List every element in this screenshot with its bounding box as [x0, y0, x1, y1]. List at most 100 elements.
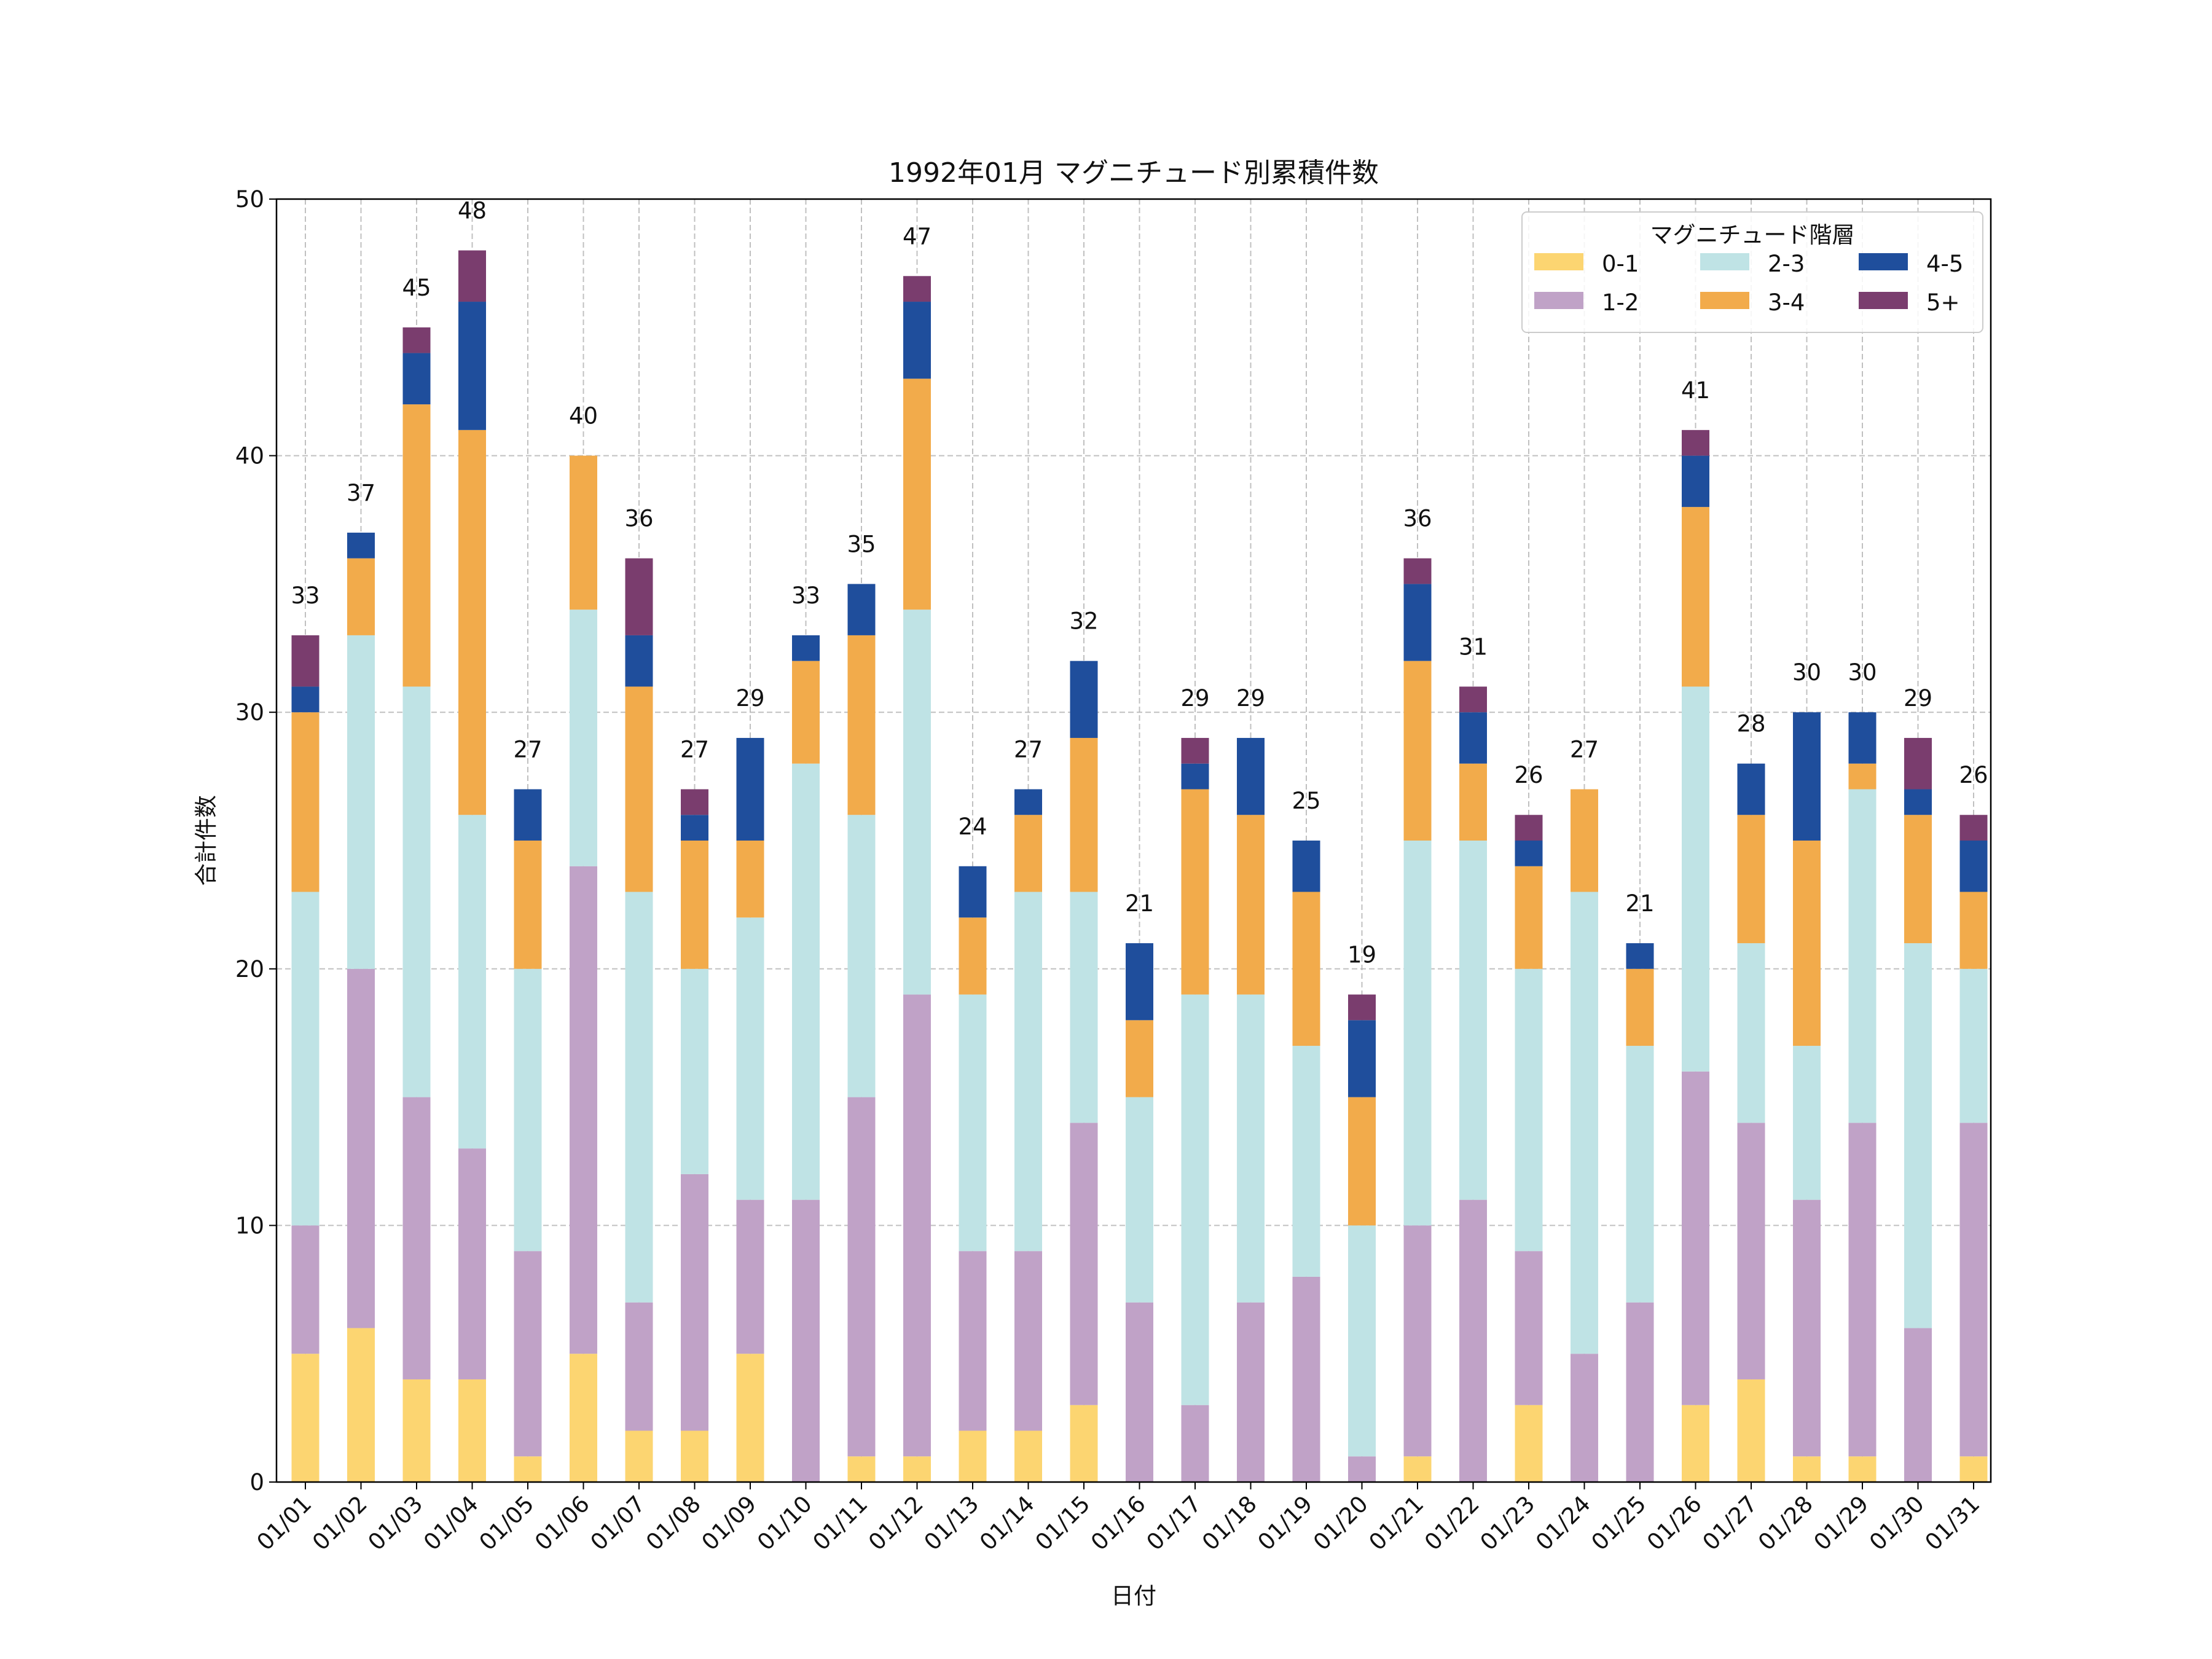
bar-segment [1403, 558, 1432, 584]
bar-segment [402, 327, 431, 353]
bar-total-label: 21 [1125, 890, 1154, 917]
x-tick-label: 01/28 [1753, 1491, 1818, 1556]
bar-segment [514, 789, 542, 841]
bar-segment [514, 841, 542, 969]
bar-segment [1237, 737, 1265, 815]
bar-total-label: 47 [903, 223, 931, 249]
x-tick-label: 01/04 [418, 1491, 484, 1556]
bar-segment [1515, 1251, 1543, 1405]
x-tick-label: 01/25 [1586, 1491, 1652, 1556]
x-tick-label: 01/08 [641, 1491, 706, 1556]
bar-segment [959, 1430, 987, 1482]
legend-label: 2-3 [1768, 251, 1805, 277]
bar-segment [1571, 1354, 1598, 1482]
bar-total-label: 40 [569, 403, 598, 429]
bar-segment [903, 610, 931, 995]
bar-segment [1904, 737, 1932, 790]
bar-segment [625, 686, 653, 892]
bar-segment [347, 558, 375, 635]
bar-segment [847, 1456, 876, 1482]
bar-segment [1793, 1046, 1821, 1200]
bar-total-label: 27 [680, 736, 709, 763]
bar-segment [1848, 789, 1877, 1123]
bar-total-label: 41 [1681, 377, 1710, 404]
bar-segment [1403, 1225, 1432, 1457]
bar-total-label: 28 [1736, 711, 1765, 737]
bar-segment [1459, 712, 1487, 764]
bar-segment [1126, 943, 1153, 1021]
legend-label: 5+ [1926, 289, 1960, 316]
bar-segment [458, 302, 486, 430]
bar-segment [1237, 1302, 1265, 1482]
bar-segment [1848, 1123, 1877, 1457]
bar-segment [458, 1379, 486, 1482]
bar-segment [291, 892, 320, 1226]
bar-segment [847, 584, 876, 635]
bar-segment [1959, 968, 1988, 1123]
bar-segment [903, 994, 931, 1457]
x-tick-label: 01/19 [1253, 1491, 1318, 1556]
bar-total-label: 32 [1069, 608, 1098, 635]
bar-segment [570, 610, 597, 866]
bar-segment [514, 1251, 542, 1457]
bar-segment [1626, 1302, 1654, 1482]
y-tick-label: 40 [235, 443, 264, 469]
bar-segment [1793, 841, 1821, 1046]
bar-total-label: 33 [791, 582, 820, 609]
bar-segment [1682, 455, 1709, 508]
bar-total-label: 36 [624, 506, 653, 532]
bar-segment [1959, 1456, 1988, 1482]
bar-segment [1014, 1430, 1042, 1482]
bar-total-label: 29 [1904, 685, 1932, 712]
bar-segment [1292, 1046, 1320, 1277]
bar-segment [1126, 1097, 1153, 1303]
legend-label: 3-4 [1768, 289, 1805, 316]
bar-total-label: 33 [291, 582, 320, 609]
bar-segment [792, 1199, 820, 1482]
bar-segment [681, 815, 708, 841]
bar-segment [1737, 1379, 1765, 1482]
bar-segment [1737, 763, 1765, 815]
bar-segment [681, 1174, 708, 1431]
bar-segment [1181, 737, 1209, 764]
y-axis-title: 合計件数 [193, 795, 219, 886]
bar-segment [1070, 737, 1098, 892]
bar-segment [570, 455, 597, 610]
bar-segment [681, 1430, 708, 1482]
bar-total-label: 29 [1180, 685, 1209, 712]
bar-segment [347, 532, 375, 559]
bar-segment [1904, 789, 1932, 815]
x-tick-label: 01/06 [530, 1491, 595, 1556]
bar-total-label: 29 [1236, 685, 1265, 712]
x-tick-label: 01/30 [1864, 1491, 1929, 1556]
bar-segment [1459, 686, 1487, 713]
bar-segment [1070, 892, 1098, 1123]
bar-segment [1014, 815, 1042, 892]
x-tick-label: 01/02 [307, 1491, 372, 1556]
bar-segment [402, 353, 431, 405]
bar-segment [458, 815, 486, 1149]
bar-segment [959, 994, 987, 1252]
bar-total-label: 21 [1625, 890, 1654, 917]
bar-segment [1626, 1046, 1654, 1303]
bar-segment [1682, 1071, 1709, 1405]
bar-segment [1626, 968, 1654, 1046]
x-tick-label: 01/01 [252, 1491, 317, 1556]
bar-total-label: 36 [1403, 506, 1432, 532]
bar-total-label: 30 [1848, 659, 1877, 686]
y-tick-label: 30 [235, 699, 264, 726]
bar-segment [1682, 686, 1709, 1072]
x-tick-label: 01/27 [1698, 1491, 1763, 1556]
bar-segment [1571, 789, 1598, 892]
x-tick-label: 01/23 [1475, 1491, 1540, 1556]
x-tick-label: 01/17 [1142, 1491, 1207, 1556]
bar-segment [959, 866, 987, 918]
legend-swatch [1859, 253, 1908, 270]
x-tick-label: 01/05 [474, 1491, 539, 1556]
bar-total-label: 48 [458, 198, 487, 224]
bar-segment [1181, 789, 1209, 995]
bar-segment [847, 1097, 876, 1457]
bar-segment [1403, 1456, 1432, 1482]
bar-total-label: 45 [402, 275, 431, 301]
bar-total-label: 30 [1792, 659, 1821, 686]
